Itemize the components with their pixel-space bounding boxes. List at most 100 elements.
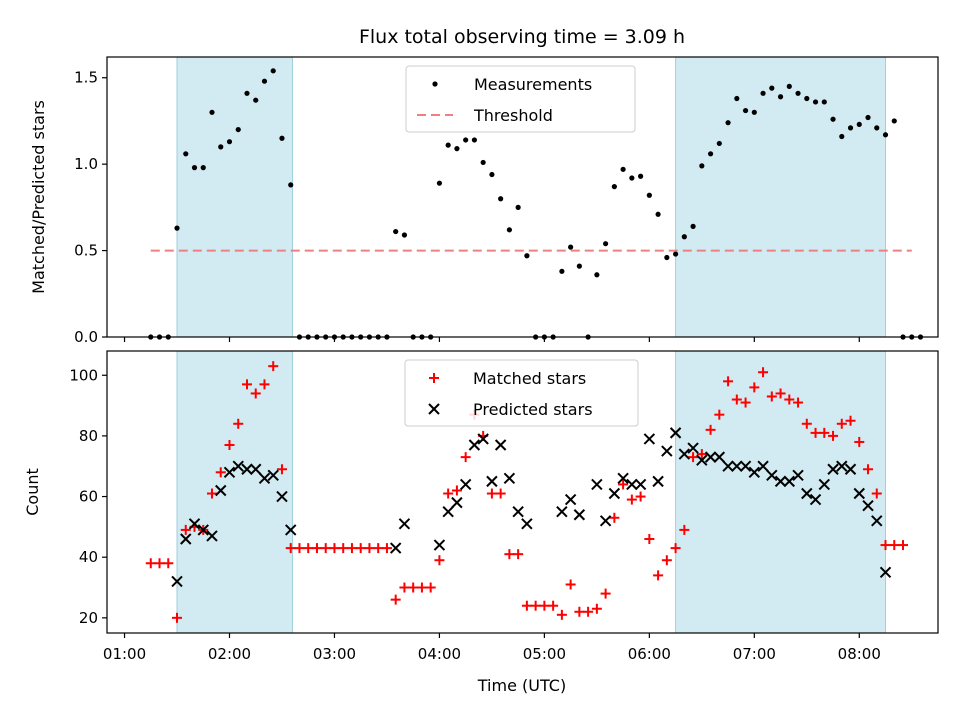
predicted-stars-point xyxy=(748,466,761,478)
matched-stars-point xyxy=(644,534,655,544)
measurement-point xyxy=(603,241,609,247)
measurement-point xyxy=(716,140,722,147)
y-tick-label: 1.0 xyxy=(74,155,98,173)
x-tick-label: 03:00 xyxy=(313,645,356,663)
matched-stars-point xyxy=(539,600,550,611)
bottom-y-axis-label: Count xyxy=(23,468,42,516)
predicted-stars-point xyxy=(215,484,227,497)
measurement-point xyxy=(498,196,504,202)
matched-stars-point xyxy=(495,488,506,499)
x-tick-label: 07:00 xyxy=(733,645,776,663)
matched-stars-point xyxy=(749,382,760,393)
legend-label: Threshold xyxy=(473,106,553,125)
measurement-point xyxy=(620,166,626,172)
predicted-stars-point xyxy=(564,493,577,506)
measurement-point xyxy=(270,68,276,74)
predicted-stars-point xyxy=(459,478,472,491)
matched-stars-point xyxy=(390,594,401,605)
predicted-stars-point xyxy=(433,539,446,551)
matched-stars-point xyxy=(434,555,445,566)
measurement-point xyxy=(865,114,871,121)
y-tick-label: 60 xyxy=(79,488,98,506)
predicted-stars-point xyxy=(643,433,656,445)
chart-title: Flux total observing time = 3.09 h xyxy=(359,26,685,48)
matched-stars-point xyxy=(696,449,707,460)
measurement-point xyxy=(480,159,486,166)
predicted-stars-point xyxy=(853,487,865,500)
matched-stars-point xyxy=(670,543,681,554)
measurement-point xyxy=(489,171,495,178)
matched-stars-point xyxy=(889,540,900,551)
x-tick-label: 05:00 xyxy=(523,645,566,663)
measurement-point xyxy=(235,126,241,133)
predicted-stars-point xyxy=(634,478,647,491)
matched-stars-point xyxy=(740,397,751,408)
measurement-point xyxy=(821,99,827,105)
matched-stars-point xyxy=(626,494,637,505)
measurement-point xyxy=(699,163,705,169)
measurement-point xyxy=(707,151,714,157)
matched-stars-point xyxy=(898,540,909,551)
matched-stars-point xyxy=(688,452,699,463)
matched-stars-point xyxy=(311,543,322,554)
predicted-stars-point xyxy=(512,506,524,518)
legend-label: Matched stars xyxy=(473,369,586,388)
measurement-point xyxy=(576,263,582,269)
predicted-stars-point xyxy=(573,509,586,521)
matched-stars-point xyxy=(723,376,734,387)
predicted-stars-point xyxy=(652,475,664,488)
matched-stars-point xyxy=(784,394,795,405)
predicted-stars-point xyxy=(792,469,804,482)
matched-stars-point xyxy=(836,418,847,429)
measurement-point xyxy=(629,175,635,181)
matched-stars-point xyxy=(329,543,340,554)
y-tick-label: 0.0 xyxy=(74,328,98,346)
predicted-stars-point xyxy=(626,478,638,491)
predicted-stars-point xyxy=(669,427,682,439)
predicted-stars-point xyxy=(389,542,402,554)
predicted-stars-point xyxy=(739,460,752,472)
measurement-point xyxy=(515,204,521,210)
measurement-point xyxy=(244,90,250,96)
series-measurements xyxy=(148,68,924,340)
predicted-stars-point xyxy=(188,518,201,530)
matched-stars-point xyxy=(574,606,585,617)
predicted-stars-point xyxy=(451,496,463,509)
predicted-stars-point xyxy=(722,460,734,472)
predicted-stars-point xyxy=(617,472,629,485)
shaded-region-2 xyxy=(675,56,887,338)
matched-stars-point xyxy=(845,415,856,426)
matched-stars-point xyxy=(705,424,716,435)
matched-stars-point xyxy=(521,600,532,611)
measurement-point xyxy=(568,244,574,250)
predicted-stars-point xyxy=(844,463,857,475)
predicted-stars-point xyxy=(879,566,892,579)
x-tick-label: 02:00 xyxy=(208,645,251,663)
matched-stars-point xyxy=(250,388,261,399)
matched-stars-point xyxy=(443,488,454,499)
measurement-point xyxy=(209,109,215,115)
measurement-point xyxy=(795,90,801,96)
legend: Measurements Threshold xyxy=(405,65,636,133)
predicted-stars-point xyxy=(591,478,603,491)
measurement-point xyxy=(506,227,512,233)
predicted-stars-point xyxy=(477,433,489,445)
matched-stars-point xyxy=(600,588,611,599)
predicted-stars-point xyxy=(206,530,218,542)
matched-stars-point xyxy=(810,427,821,438)
measurement-point xyxy=(463,137,469,143)
matched-stars-point xyxy=(758,367,769,378)
predicted-stars-point xyxy=(468,439,481,451)
measurement-point xyxy=(226,139,233,145)
predicted-stars-point xyxy=(241,463,253,475)
matched-stars-point xyxy=(145,558,156,569)
predicted-stars-point xyxy=(232,460,244,472)
matched-stars-point xyxy=(609,512,620,523)
matched-stars-point xyxy=(661,555,672,566)
predicted-stars-point xyxy=(276,490,288,503)
matched-stars-point xyxy=(180,524,191,535)
measurement-point xyxy=(183,151,189,157)
legend-entry: Predicted stars xyxy=(428,400,593,419)
matched-stars-point xyxy=(513,549,524,560)
measurement-point xyxy=(646,192,652,198)
